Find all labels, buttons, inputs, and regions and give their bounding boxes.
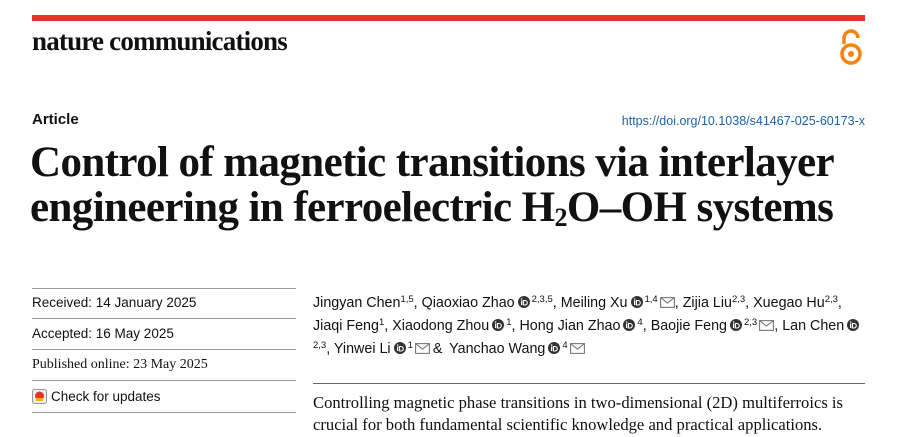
divider xyxy=(32,380,296,381)
separator: , xyxy=(642,318,647,334)
orcid-icon[interactable] xyxy=(393,342,406,354)
author[interactable]: Yinwei Li 1 xyxy=(334,341,430,357)
divider xyxy=(32,288,296,289)
title-line: Control of magnetic transitions via inte… xyxy=(30,139,835,186)
doi-link[interactable]: https://doi.org/10.1038/s41467-025-60173… xyxy=(621,114,865,128)
affiliation: 1 xyxy=(378,317,385,328)
divider xyxy=(313,383,865,384)
author-name: Lan Chen xyxy=(782,318,845,334)
author[interactable]: Jingyan Chen1,5 xyxy=(313,295,414,311)
published-date: Published online: 23 May 2025 xyxy=(32,357,208,372)
orcid-icon[interactable] xyxy=(730,319,742,331)
author[interactable]: Hong Jian Zhao 4 xyxy=(519,318,642,334)
author-name: Jiaqi Feng xyxy=(313,318,379,334)
affiliation: 2,3 xyxy=(824,294,838,305)
separator: , xyxy=(326,341,331,357)
orcid-icon[interactable] xyxy=(517,296,530,308)
article-type: Article xyxy=(32,111,79,128)
author[interactable]: Jiaqi Feng1 xyxy=(313,318,384,334)
separator: , xyxy=(384,318,389,334)
orcid-icon[interactable] xyxy=(623,319,636,331)
author[interactable]: Baojie Feng 2,3 xyxy=(651,318,775,334)
author-name: Xiaodong Zhou xyxy=(392,318,490,334)
author-name: Meiling Xu xyxy=(560,295,628,311)
mail-icon[interactable] xyxy=(759,320,775,331)
separator: , xyxy=(837,295,842,311)
author-name: Xuegao Hu xyxy=(753,295,825,311)
author-name: Baojie Feng xyxy=(650,318,727,334)
accepted-date: Accepted: 16 May 2025 xyxy=(32,326,174,341)
divider xyxy=(32,349,296,350)
author[interactable]: Zijia Liu2,3 xyxy=(683,295,745,311)
orcid-icon[interactable] xyxy=(492,319,505,331)
orcid-icon[interactable] xyxy=(548,342,561,354)
author[interactable]: Xuegao Hu2,3 xyxy=(753,295,838,311)
author[interactable]: Qiaoxiao Zhao 2,3,5 xyxy=(422,295,553,311)
affiliation: 2,3 xyxy=(313,340,327,351)
mail-icon[interactable] xyxy=(569,343,585,354)
author-name: Hong Jian Zhao xyxy=(519,318,621,334)
title-line: engineering in ferroelectric H2O–OH syst… xyxy=(30,183,834,233)
affiliation: 1,4 xyxy=(644,294,658,305)
author-name: Yinwei Li xyxy=(333,341,391,357)
orcid-icon[interactable] xyxy=(630,296,643,308)
separator: , xyxy=(552,295,557,311)
affiliation: 1 xyxy=(407,340,413,351)
author[interactable]: Meiling Xu 1,4 xyxy=(561,295,675,311)
separator: , xyxy=(774,318,779,334)
separator: , xyxy=(674,295,679,311)
affiliation: 4 xyxy=(637,317,643,328)
author-name: Jingyan Chen xyxy=(313,295,401,311)
title-text: O–OH systems xyxy=(566,184,834,231)
author-list: Jingyan Chen1,5, Qiaoxiao Zhao 2,3,5, Mei… xyxy=(313,292,873,361)
divider xyxy=(32,318,296,319)
author[interactable]: Lan Chen 2,3 xyxy=(313,318,861,357)
received-date: Received: 14 January 2025 xyxy=(32,295,197,310)
check-updates-text: Check for updates xyxy=(51,389,161,404)
top-bar xyxy=(32,15,865,21)
journal-name[interactable]: nature communications xyxy=(32,26,288,56)
divider xyxy=(32,412,296,413)
affiliation: 2,3,5 xyxy=(531,294,553,305)
check-updates[interactable]: Check for updates xyxy=(32,389,161,404)
author[interactable]: Xiaodong Zhou 1 xyxy=(392,318,511,334)
affiliation: 2,3 xyxy=(744,317,758,328)
title-text: engineering in ferroelectric H xyxy=(30,184,555,231)
affiliation: 1,5 xyxy=(400,294,414,305)
check-updates-icon xyxy=(32,389,47,404)
abstract: Controlling magnetic phase transitions i… xyxy=(313,393,843,434)
author[interactable]: Yanchao Wang 4 xyxy=(449,340,585,357)
title-subscript: 2 xyxy=(554,203,567,232)
separator: & xyxy=(432,341,443,357)
affiliation: 4 xyxy=(562,340,568,351)
separator: , xyxy=(413,295,418,311)
separator: , xyxy=(511,318,516,334)
affiliation: 2,3 xyxy=(731,294,746,305)
separator: , xyxy=(745,295,750,311)
affiliation: 1 xyxy=(506,317,512,328)
open-access-icon xyxy=(840,29,862,65)
author-name: Zijia Liu xyxy=(682,295,732,311)
author-name: Yanchao Wang xyxy=(449,341,546,357)
author-name: Qiaoxiao Zhao xyxy=(421,295,515,311)
orcid-icon[interactable] xyxy=(847,319,860,331)
mail-icon[interactable] xyxy=(659,297,675,308)
mail-icon[interactable] xyxy=(414,343,430,354)
